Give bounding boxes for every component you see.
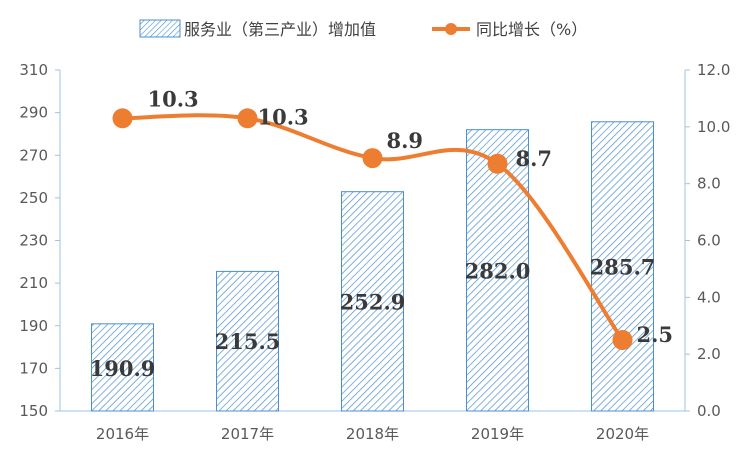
y-right-tick-label: 6.0 xyxy=(697,232,721,250)
legend-label-bar: 服务业（第三产业）增加值 xyxy=(184,20,376,39)
bar xyxy=(591,121,654,412)
legend-label-line: 同比增长（%） xyxy=(476,20,587,39)
bar xyxy=(466,129,529,412)
y-left-tick-label: 250 xyxy=(19,189,48,207)
bar-data-label: 215.5 xyxy=(215,329,281,354)
bar xyxy=(91,323,154,412)
legend-marker-line xyxy=(445,23,457,35)
bar-series xyxy=(91,121,654,412)
line-series xyxy=(112,108,633,350)
line-data-labels: 10.3 10.3 8.9 8.7 2.5 xyxy=(148,86,674,347)
y-right-tick-label: 2.0 xyxy=(697,345,721,363)
line-point xyxy=(612,329,633,350)
bar-data-label: 285.7 xyxy=(590,254,656,279)
bar xyxy=(216,270,279,412)
y-left-tick-label: 190 xyxy=(19,317,48,335)
bar-data-label: 190.9 xyxy=(90,356,156,381)
y-left-tick-label: 290 xyxy=(19,104,48,122)
y-right-tick-label: 0.0 xyxy=(697,402,721,420)
y-right-tick-label: 8.0 xyxy=(697,175,721,193)
y-left-tick-label: 310 xyxy=(19,61,48,79)
bar-data-labels: 190.9 215.5 252.9 282.0 285.7 xyxy=(90,254,656,380)
x-tick-label: 2020年 xyxy=(596,425,649,443)
line-path xyxy=(122,113,625,342)
bar-data-label: 282.0 xyxy=(465,258,531,283)
x-tick-label: 2019年 xyxy=(471,425,524,443)
y-left-tick-label: 230 xyxy=(19,232,48,250)
line-data-label: 10.3 xyxy=(258,104,309,129)
line-point xyxy=(487,153,508,174)
y-left-tick-label: 270 xyxy=(19,146,48,164)
bar xyxy=(341,191,404,412)
line-point xyxy=(112,108,133,129)
x-tick-label: 2016年 xyxy=(96,425,149,443)
y-axis-left-ticks: 150 170 190 210 230 250 270 290 310 xyxy=(19,61,60,420)
legend: 服务业（第三产业）增加值 同比增长（%） xyxy=(139,19,587,39)
x-tick-label: 2017年 xyxy=(221,425,274,443)
y-left-tick-label: 170 xyxy=(19,359,48,377)
bar-data-label: 252.9 xyxy=(340,289,406,314)
y-right-tick-label: 4.0 xyxy=(697,288,721,306)
y-axis-right-ticks: 0.0 2.0 4.0 6.0 8.0 10.0 12.0 xyxy=(685,61,730,420)
y-right-tick-label: 12.0 xyxy=(697,61,730,79)
line-data-label: 2.5 xyxy=(637,322,674,347)
y-left-tick-label: 150 xyxy=(19,402,48,420)
y-left-tick-label: 210 xyxy=(19,274,48,292)
line-point xyxy=(237,108,258,129)
line-data-label: 8.7 xyxy=(516,146,553,171)
y-right-tick-label: 10.0 xyxy=(697,118,730,136)
x-axis-ticks: 2016年 2017年 2018年 2019年 2020年 xyxy=(96,425,649,443)
x-tick-label: 2018年 xyxy=(346,425,399,443)
legend-swatch-bar xyxy=(139,19,181,38)
line-point xyxy=(362,148,383,169)
line-data-label: 8.9 xyxy=(387,128,424,153)
line-data-label: 10.3 xyxy=(148,86,199,111)
